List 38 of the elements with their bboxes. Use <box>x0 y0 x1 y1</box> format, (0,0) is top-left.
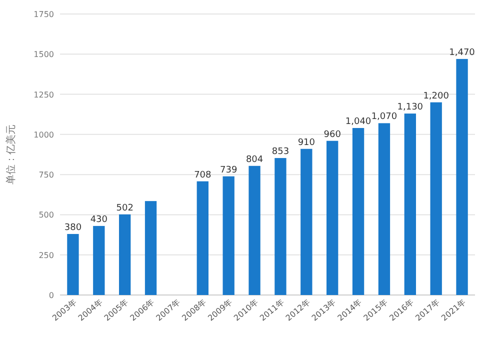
y-tick-label: 1000 <box>34 130 54 140</box>
y-tick-label: 750 <box>38 170 54 180</box>
bar <box>222 176 234 295</box>
y-tick-label: 1250 <box>34 90 54 100</box>
bar <box>326 140 338 295</box>
y-tick-label: 250 <box>38 250 54 260</box>
data-label: 502 <box>116 203 134 214</box>
data-label: 960 <box>324 130 342 140</box>
data-label: 708 <box>194 170 212 180</box>
bar <box>404 114 416 295</box>
data-label: 1,200 <box>423 91 450 102</box>
data-label: 1,130 <box>397 102 424 113</box>
bar <box>456 58 468 295</box>
data-label: 380 <box>64 222 82 233</box>
data-label: 804 <box>246 154 264 165</box>
data-label: 1,040 <box>345 117 372 128</box>
bar <box>248 166 260 295</box>
data-label: 853 <box>272 147 290 158</box>
y-tick-label: 500 <box>38 210 54 220</box>
data-label: 1,470 <box>449 48 476 58</box>
bar <box>67 234 79 295</box>
data-label: 430 <box>90 214 108 225</box>
bar <box>144 201 157 295</box>
bar <box>430 102 442 295</box>
bar <box>352 128 364 295</box>
y-tick-label: 0 <box>48 291 54 300</box>
bar <box>300 148 312 295</box>
y-tick-label: 1750 <box>34 10 54 19</box>
bar <box>274 158 286 295</box>
bar <box>119 214 131 295</box>
y-axis-title: 单位：亿美元 <box>5 124 17 184</box>
bar <box>93 226 105 295</box>
data-label: 1,070 <box>371 112 398 122</box>
bar <box>196 181 208 295</box>
data-label: 739 <box>220 165 238 176</box>
data-label: 910 <box>298 138 316 148</box>
bar <box>378 123 390 295</box>
y-tick-label: 1500 <box>34 50 54 60</box>
